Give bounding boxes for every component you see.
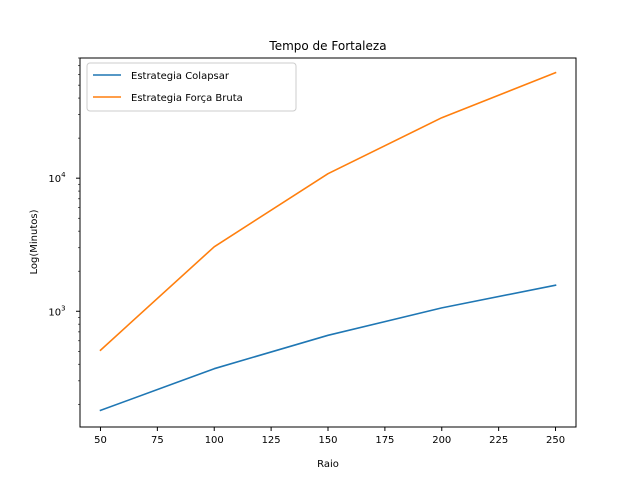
series-layer xyxy=(99,71,557,412)
legend-label-forca-bruta: Estrategia Força Bruta xyxy=(131,93,243,104)
y-tick-label: 104 xyxy=(48,171,66,185)
plot-area xyxy=(79,57,577,428)
y-axis: 103 104 xyxy=(48,57,80,405)
x-axis-label: Raio xyxy=(317,459,339,470)
series-line-forca-bruta xyxy=(99,71,557,352)
x-tick-label: 225 xyxy=(489,435,508,446)
x-tick-label: 100 xyxy=(205,435,224,446)
legend-box xyxy=(86,62,297,112)
legend: Estrategia Colapsar Estrategia Força Bru… xyxy=(86,62,297,112)
axes-frame xyxy=(79,57,577,428)
series-line-colapsar xyxy=(99,284,557,412)
x-tick-label: 175 xyxy=(375,435,394,446)
x-tick-label: 50 xyxy=(94,435,107,446)
x-axis: 50 75 100 125 150 175 200 225 250 xyxy=(94,427,565,446)
x-tick-label: 75 xyxy=(151,435,164,446)
x-tick-label: 150 xyxy=(318,435,337,446)
x-tick-label: 250 xyxy=(546,435,565,446)
y-tick-label: 103 xyxy=(48,304,65,318)
legend-label-colapsar: Estrategia Colapsar xyxy=(131,71,230,82)
chart-title: Tempo de Fortaleza xyxy=(268,39,386,53)
y-axis-label: Log(Minutos) xyxy=(29,209,40,274)
x-tick-label: 125 xyxy=(262,435,281,446)
x-tick-label: 200 xyxy=(432,435,451,446)
